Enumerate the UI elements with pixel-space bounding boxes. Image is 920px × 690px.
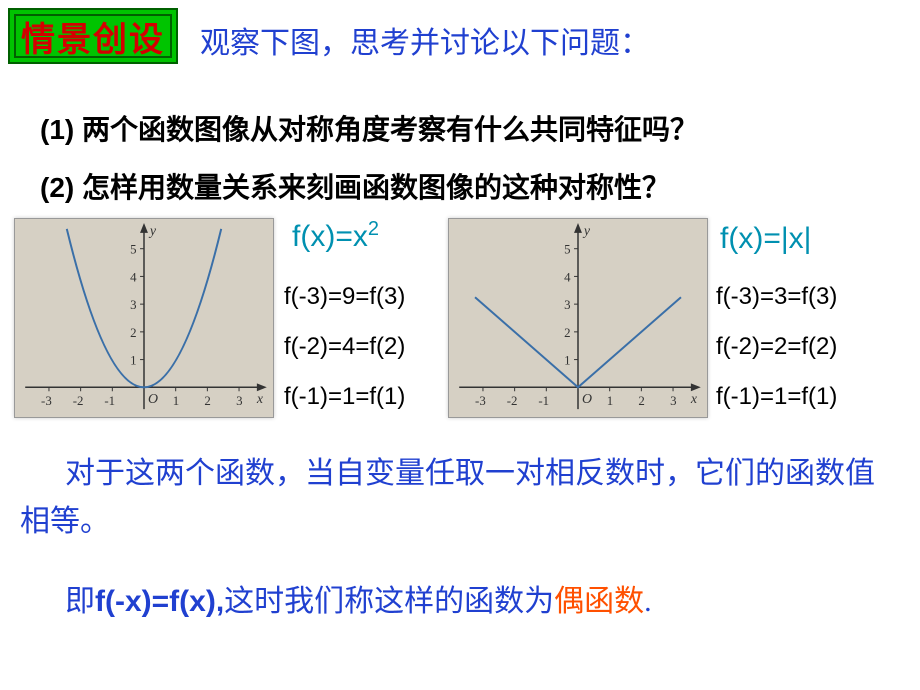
val-left-0: f(-3)=9=f(3) bbox=[284, 272, 405, 322]
c2-pre: 即 bbox=[65, 585, 95, 618]
svg-text:3: 3 bbox=[130, 298, 136, 312]
val-right-1: f(-2)=2=f(2) bbox=[716, 322, 837, 372]
svg-text:-3: -3 bbox=[41, 394, 52, 408]
scenario-badge-inner: 情景创设 bbox=[14, 14, 172, 58]
svg-text:2: 2 bbox=[638, 394, 644, 408]
question-2: (2) 怎样用数量关系来刻画函数图像的这种对称性？ bbox=[40, 166, 670, 206]
graph-right-svg: -3 -2 -1 1 2 3 1 2 3 4 5 y x O bbox=[448, 218, 708, 418]
svg-text:-2: -2 bbox=[507, 394, 518, 408]
val-right-2: f(-1)=1=f(1) bbox=[716, 372, 837, 422]
svg-text:3: 3 bbox=[236, 394, 242, 408]
question-1: (1) 两个函数图像从对称角度考察有什么共同特征吗？ bbox=[40, 108, 698, 148]
svg-text:5: 5 bbox=[564, 243, 570, 257]
svg-text:3: 3 bbox=[670, 394, 676, 408]
values-left: f(-3)=9=f(3) f(-2)=4=f(2) f(-1)=1=f(1) bbox=[284, 272, 405, 422]
scenario-badge: 情景创设 bbox=[8, 8, 178, 64]
graph-left-block: -3 -2 -1 1 2 3 1 2 3 4 5 y x O bbox=[14, 218, 274, 418]
svg-text:2: 2 bbox=[564, 326, 570, 340]
c2-end: . bbox=[644, 585, 652, 618]
val-left-2: f(-1)=1=f(1) bbox=[284, 372, 405, 422]
val-left-1: f(-2)=4=f(2) bbox=[284, 322, 405, 372]
svg-text:x: x bbox=[690, 391, 698, 406]
c2-red: 偶函数 bbox=[554, 585, 644, 618]
fn-label-right: f(x)=|x| bbox=[720, 222, 811, 256]
svg-text:1: 1 bbox=[564, 354, 570, 368]
scenario-badge-text: 情景创设 bbox=[21, 12, 165, 61]
svg-text:-1: -1 bbox=[104, 394, 115, 408]
conclusion-2: 即f(-x)=f(x),这时我们称这样的函数为偶函数. bbox=[20, 580, 900, 624]
c2-mid: 这时我们称这样的函数为 bbox=[224, 585, 554, 618]
svg-text:y: y bbox=[582, 223, 591, 238]
svg-text:3: 3 bbox=[564, 298, 570, 312]
svg-text:O: O bbox=[582, 391, 592, 406]
svg-text:1: 1 bbox=[607, 394, 613, 408]
svg-text:4: 4 bbox=[564, 270, 571, 284]
graph-left-svg: -3 -2 -1 1 2 3 1 2 3 4 5 y x O bbox=[14, 218, 274, 418]
svg-text:4: 4 bbox=[130, 270, 137, 284]
svg-text:2: 2 bbox=[204, 394, 210, 408]
svg-text:x: x bbox=[256, 391, 264, 406]
svg-text:-1: -1 bbox=[538, 394, 549, 408]
svg-text:-2: -2 bbox=[73, 394, 84, 408]
svg-text:1: 1 bbox=[130, 354, 136, 368]
c2-bold: f(-x)=f(x), bbox=[95, 585, 224, 618]
prompt-text: 观察下图，思考并讨论以下问题： bbox=[200, 18, 650, 62]
conclusion-1: 对于这两个函数，当自变量任取一对相反数时，它们的函数值相等。 bbox=[20, 450, 900, 546]
svg-text:5: 5 bbox=[130, 243, 136, 257]
fn-label-left: f(x)=x2 bbox=[292, 218, 379, 254]
graph-right-block: -3 -2 -1 1 2 3 1 2 3 4 5 y x O bbox=[448, 218, 708, 418]
values-right: f(-3)=3=f(3) f(-2)=2=f(2) f(-1)=1=f(1) bbox=[716, 272, 837, 422]
svg-text:2: 2 bbox=[130, 326, 136, 340]
svg-text:O: O bbox=[148, 391, 158, 406]
svg-text:1: 1 bbox=[173, 394, 179, 408]
svg-text:-3: -3 bbox=[475, 394, 486, 408]
svg-text:y: y bbox=[148, 223, 157, 238]
val-right-0: f(-3)=3=f(3) bbox=[716, 272, 837, 322]
